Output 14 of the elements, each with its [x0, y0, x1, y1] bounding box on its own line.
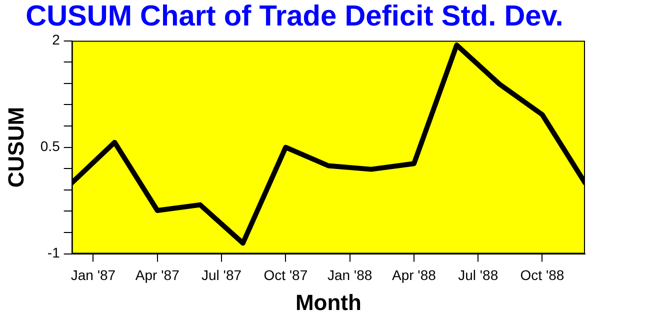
- y-axis-title: CUSUM: [3, 106, 28, 188]
- x-tick-label: Jan '88: [327, 267, 372, 284]
- y-tick-label: 0.5: [40, 138, 60, 154]
- x-tick-label: Apr '87: [135, 267, 180, 284]
- y-tick-label: -1: [47, 244, 60, 261]
- x-tick-label: Jul '88: [458, 267, 498, 284]
- x-tick-label: Jan '87: [70, 267, 116, 284]
- x-axis-title: Month: [295, 290, 362, 315]
- y-tick-label: 2: [52, 32, 60, 48]
- x-tick-label: Oct '88: [520, 267, 564, 284]
- x-tick-label: Apr '88: [392, 267, 436, 284]
- x-tick-label: Oct '87: [264, 267, 308, 284]
- x-tick-label: Jul '87: [202, 267, 242, 284]
- chart-title: CUSUM Chart of Trade Deficit Std. Dev.: [26, 0, 564, 32]
